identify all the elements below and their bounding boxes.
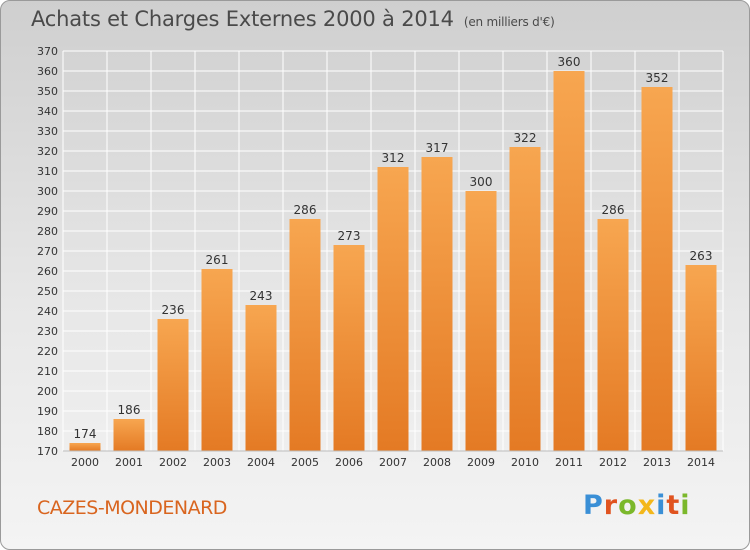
data-label: 236: [162, 303, 185, 317]
bar[interactable]: [377, 167, 409, 451]
x-axis: 2000 2001 2002 2003 2004 2005 2006 2007 2008 2009…: [63, 450, 723, 469]
x-tick-label: 2002: [159, 456, 187, 469]
data-label: 300: [470, 175, 493, 189]
y-tick-label: 300: [37, 185, 58, 198]
logo-letter: x: [637, 490, 657, 521]
y-tick-label: 210: [37, 365, 58, 378]
bar[interactable]: [157, 319, 189, 451]
bar[interactable]: [509, 147, 541, 451]
x-tick-label: 2007: [379, 456, 407, 469]
x-tick-label: 2000: [71, 456, 99, 469]
logo-letter: t: [666, 490, 681, 521]
x-tick-label: 2011: [555, 456, 583, 469]
bar[interactable]: [245, 305, 277, 451]
data-label: 322: [514, 131, 537, 145]
x-tick-label: 2001: [115, 456, 143, 469]
data-label: 174: [74, 427, 97, 441]
bar[interactable]: [641, 87, 673, 451]
commune-name: CAZES-MONDENARD: [37, 497, 227, 519]
y-tick-label: 330: [37, 125, 58, 138]
data-label: 286: [602, 203, 625, 217]
y-tick-label: 270: [37, 245, 58, 258]
y-tick-label: 200: [37, 385, 58, 398]
chart-title: Achats et Charges Externes 2000 à 2014 (e…: [31, 7, 555, 31]
logo-letter: P: [583, 490, 604, 521]
logo-letter: i: [680, 490, 691, 521]
x-tick-label: 2012: [599, 456, 627, 469]
data-label: 360: [558, 55, 581, 69]
y-tick-label: 280: [37, 225, 58, 238]
data-label: 317: [426, 141, 449, 155]
bar[interactable]: [333, 245, 365, 451]
bar[interactable]: [685, 265, 717, 451]
y-tick-label: 310: [37, 165, 58, 178]
proxiti-logo[interactable]: Proxiti: [583, 490, 691, 521]
unit-label: (en milliers d'€): [463, 15, 555, 29]
y-tick-label: 360: [37, 65, 58, 78]
y-tick-label: 180: [37, 425, 58, 438]
bar[interactable]: [597, 219, 629, 451]
bar[interactable]: [201, 269, 233, 451]
bar[interactable]: [421, 157, 453, 451]
bar[interactable]: [553, 71, 585, 451]
data-label: 186: [118, 403, 141, 417]
y-tick-label: 190: [37, 405, 58, 418]
data-label: 261: [206, 253, 229, 267]
y-tick-label: 350: [37, 85, 58, 98]
y-tick-label: 230: [37, 325, 58, 338]
x-tick-label: 2009: [467, 456, 495, 469]
data-label: 263: [690, 249, 713, 263]
logo-letter: r: [603, 490, 619, 521]
y-tick-label: 220: [37, 345, 58, 358]
y-tick-label: 260: [37, 265, 58, 278]
data-label: 273: [338, 229, 361, 243]
x-tick-label: 2010: [511, 456, 539, 469]
bar[interactable]: [113, 419, 145, 451]
bars: 174 186 236 261 243 286 273 312 317 300 322 360 286 3…: [69, 55, 717, 451]
bar[interactable]: [289, 219, 321, 451]
logo-letter: o: [618, 490, 638, 521]
title-text: Achats et Charges Externes 2000 à 2014: [31, 7, 454, 31]
data-label: 286: [294, 203, 317, 217]
x-tick-label: 2013: [643, 456, 671, 469]
bar[interactable]: [69, 443, 101, 451]
data-label: 312: [382, 151, 405, 165]
y-tick-label: 170: [37, 445, 58, 458]
logo-letter: i: [656, 490, 667, 521]
y-tick-label: 320: [37, 145, 58, 158]
x-tick-label: 2004: [247, 456, 275, 469]
x-tick-label: 2003: [203, 456, 231, 469]
x-tick-label: 2014: [687, 456, 715, 469]
y-tick-label: 370: [37, 45, 58, 58]
y-axis: 170 180 190 200 210 220 230 240 250 260 270 280 290 3…: [37, 45, 58, 458]
y-tick-label: 340: [37, 105, 58, 118]
data-label: 352: [646, 71, 669, 85]
data-label: 243: [250, 289, 273, 303]
bar[interactable]: [465, 191, 497, 451]
x-tick-label: 2008: [423, 456, 451, 469]
y-tick-label: 290: [37, 205, 58, 218]
x-tick-label: 2005: [291, 456, 319, 469]
x-tick-label: 2006: [335, 456, 363, 469]
y-tick-label: 250: [37, 285, 58, 298]
y-tick-label: 240: [37, 305, 58, 318]
